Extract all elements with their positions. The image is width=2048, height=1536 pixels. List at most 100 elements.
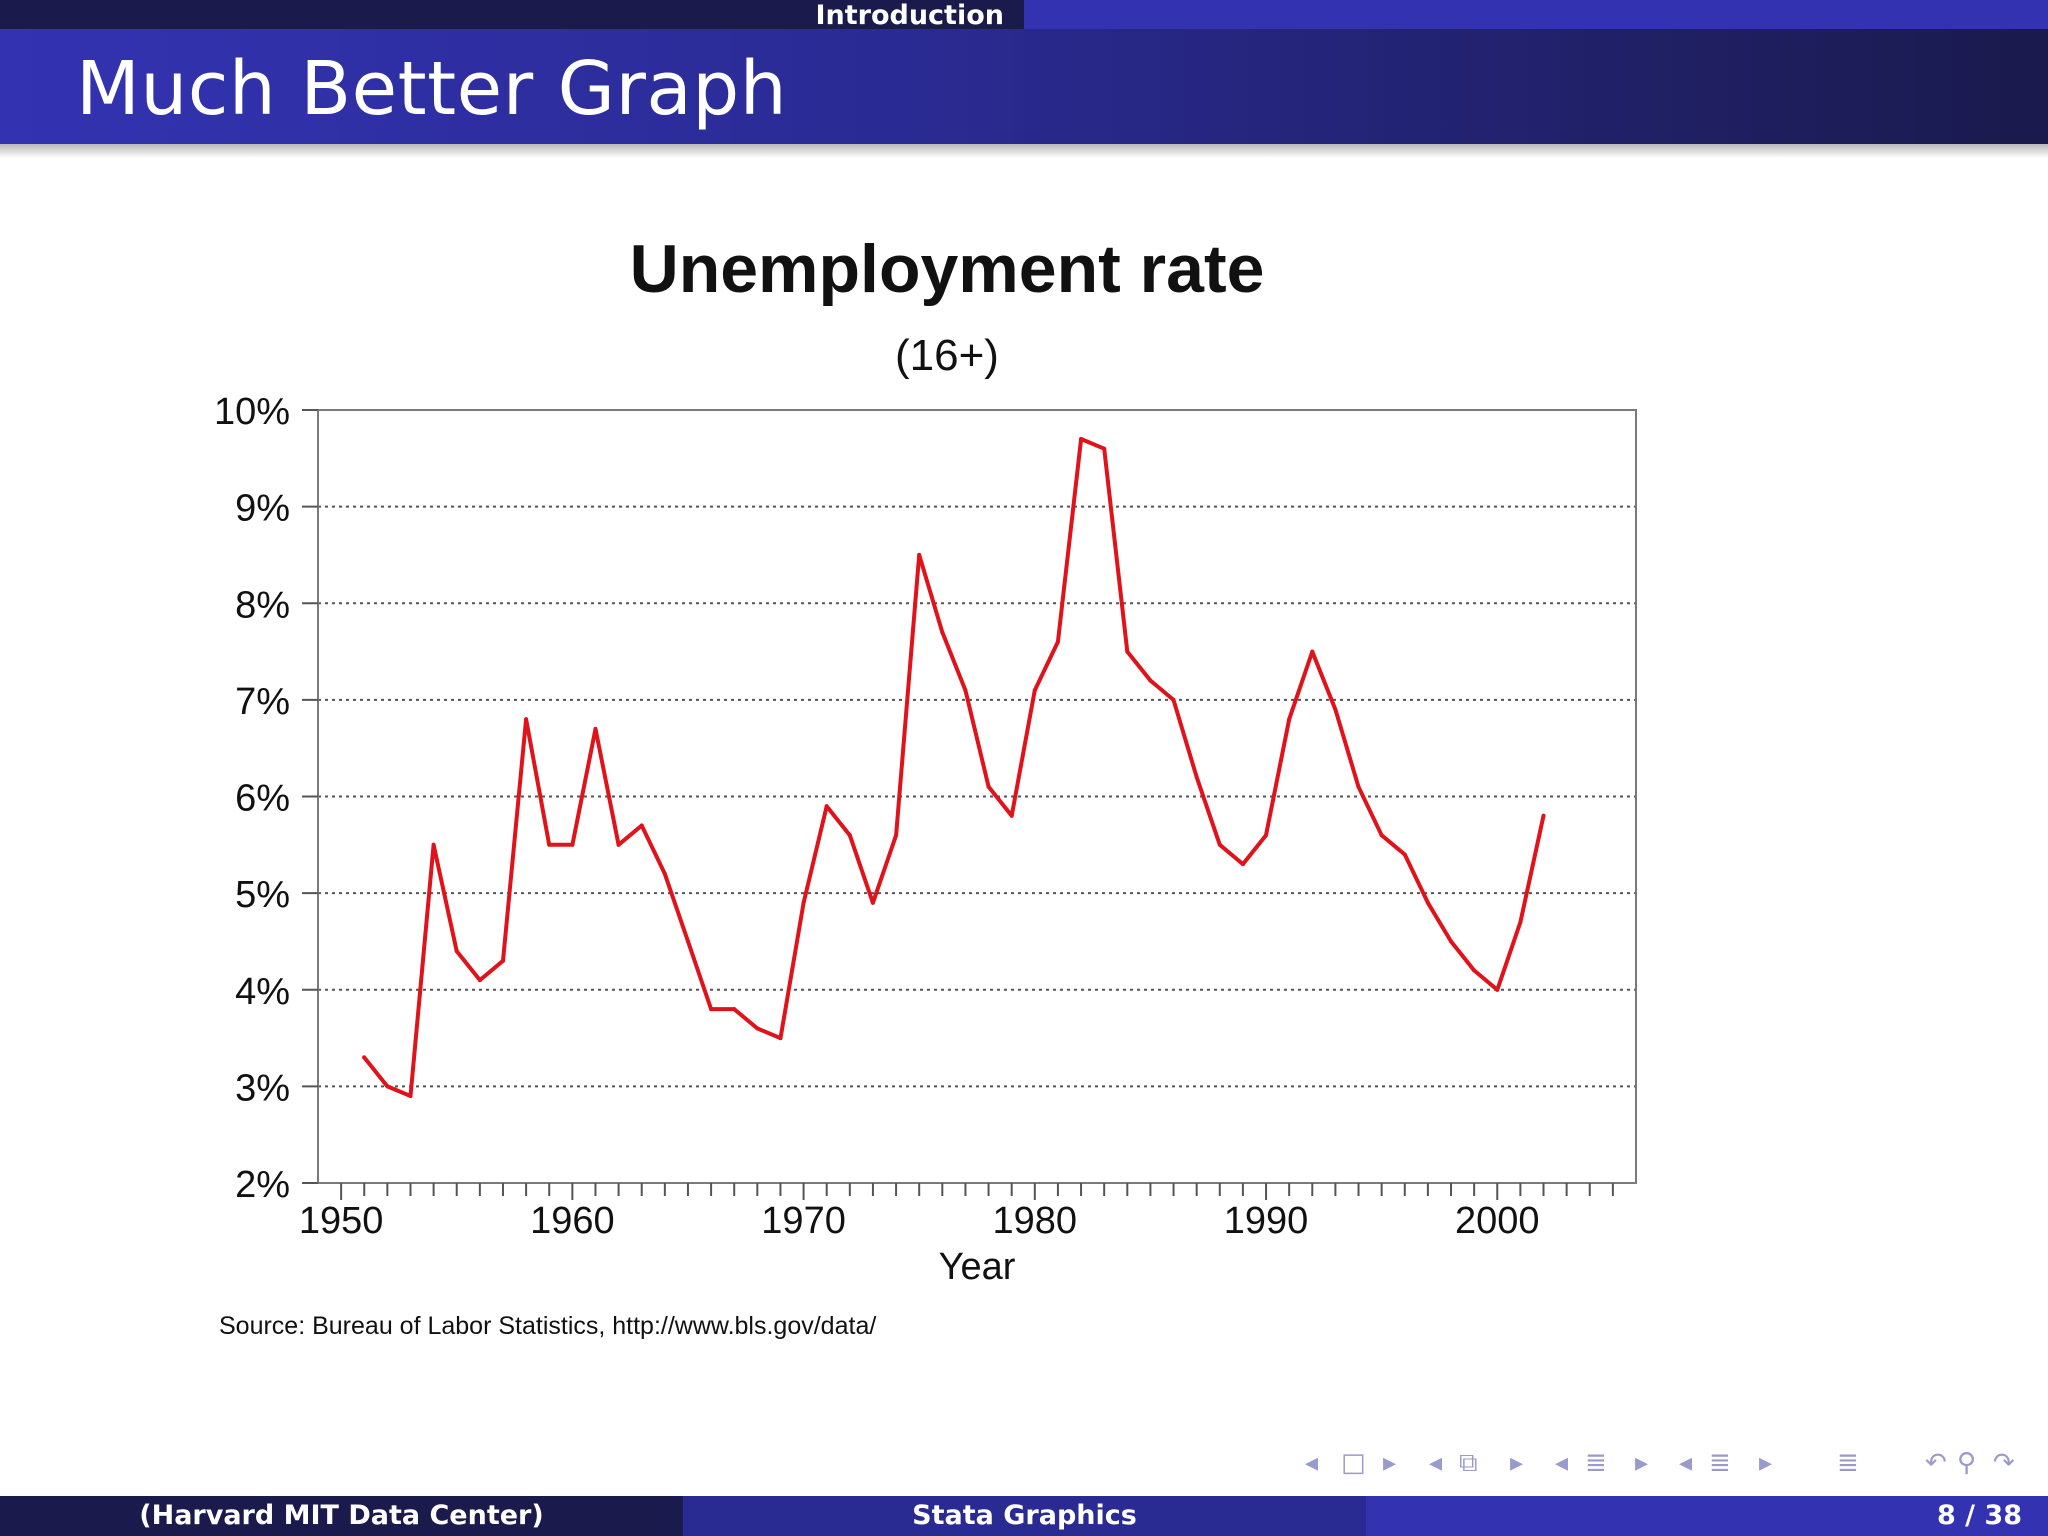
y-tick-label: 5% [235,874,290,916]
data-point [1171,697,1176,702]
chart-subtitle: (16+) [895,331,999,380]
source-note: Source: Bureau of Labor Statistics, http… [219,1312,876,1340]
footer-title-text: Stata Graphics [912,1500,1137,1531]
data-point [524,717,529,722]
data-point [1009,813,1014,818]
next-section-icon[interactable]: ▸ [1635,1448,1649,1478]
data-point [1055,639,1060,644]
y-axis: 2% 3% 4% 5% 6% 7% 8% 9% 10% [214,391,318,1206]
data-point [454,949,459,954]
x-axis-label: Year [939,1246,1016,1288]
data-point [570,842,575,847]
data-point [1310,649,1315,654]
data-point [1217,842,1222,847]
data-point [847,833,852,838]
page-number: 8 / 38 [1936,1500,2022,1531]
subsection-icon[interactable]: ⧉ [1459,1448,1478,1478]
frame-title: Much Better Graph [76,46,788,132]
footer-page: 8 / 38 [1366,1496,2048,1536]
data-point [431,842,436,847]
x-tick-label: 2000 [1455,1200,1540,1242]
data-points [362,437,1546,1098]
data-point [593,726,598,731]
y-tick-label: 7% [235,681,290,723]
y-tick-label: 8% [235,584,290,626]
y-tick-label: 3% [235,1067,290,1109]
gridlines [318,505,1636,1088]
data-point [1264,833,1268,838]
data-point [1148,678,1153,683]
data-point [732,1007,737,1012]
x-axis: 1950 1960 1970 1980 1990 2000 [299,1183,1614,1242]
footer-institute: (Harvard MIT Data Center) [0,1496,683,1536]
top-bar-left: Introduction [0,0,1024,31]
x-tick-label: 1960 [530,1200,615,1242]
series-line [362,437,1546,1098]
data-point [501,958,505,963]
search-icon[interactable]: ⚲ [1957,1448,1977,1478]
data-point [824,804,829,809]
data-point [894,833,899,838]
data-point [1472,968,1477,973]
prev-frame-icon[interactable]: ◂ [1305,1448,1319,1478]
data-point [917,552,922,557]
section-link[interactable]: Introduction [815,0,1004,31]
x-tick-label: 1950 [299,1200,384,1242]
data-point [1425,900,1430,905]
data-point [639,823,644,828]
x-tick-label: 1990 [1224,1200,1309,1242]
data-point [1240,862,1245,867]
y-tick-label: 9% [235,488,290,530]
data-point [778,1036,783,1041]
data-point [1379,833,1384,838]
prev-subsection-icon[interactable]: ◂ [1429,1448,1443,1478]
frame-title-bar: Much Better Graph [0,29,2048,144]
next-doc-icon[interactable]: ▸ [1759,1448,1773,1478]
data-point [477,978,482,983]
prev-section-icon[interactable]: ◂ [1555,1448,1569,1478]
data-point [385,1084,390,1089]
y-tick-label: 4% [235,971,290,1013]
top-navigation-bar: Introduction [0,0,2048,31]
title-shadow [0,144,2048,158]
data-point [986,784,991,789]
data-point [1032,688,1037,693]
section-icon[interactable]: ≣ [1585,1448,1607,1478]
data-point [1449,939,1453,944]
y-tick-label: 10% [214,391,290,433]
x-tick-label: 1970 [761,1200,846,1242]
data-point [709,1007,714,1012]
data-point [1541,813,1546,818]
data-point [616,842,621,847]
unemployment-chart: Unemployment rate (16+) 2% 3% 4% 5% 6% 7% 8% 9%… [214,231,1637,1340]
data-point [963,688,968,693]
data-point [870,900,875,905]
prev-doc-icon[interactable]: ◂ [1679,1448,1693,1478]
redo-icon[interactable]: ↷ [1993,1448,2015,1478]
data-point [1194,775,1199,780]
doc-icon[interactable]: ≣ [1709,1448,1731,1478]
y-tick-label: 2% [235,1164,290,1206]
data-point [408,1094,413,1098]
data-point [1287,717,1292,722]
next-frame-icon[interactable]: ▸ [1383,1448,1397,1478]
x-tick-label: 1980 [993,1200,1078,1242]
undo-icon[interactable]: ↶ [1925,1448,1947,1478]
data-point [1518,920,1523,925]
y-tick-label: 6% [235,778,290,820]
data-point [1079,437,1084,441]
top-bar-right [1024,0,2048,29]
data-point [1125,649,1130,654]
data-point [1356,784,1361,789]
outline-icon[interactable]: ≣ [1837,1448,1859,1478]
data-point [1333,707,1338,712]
data-point [1102,446,1107,451]
data-point [940,630,945,635]
next-subsection-icon[interactable]: ▸ [1510,1448,1524,1478]
footer-institute-text: (Harvard MIT Data Center) [139,1500,544,1531]
frame-icon[interactable]: □ [1341,1448,1366,1478]
chart-title: Unemployment rate [630,231,1265,307]
data-point [1495,987,1500,992]
footer-bar: (Harvard MIT Data Center) Stata Graphics… [0,1496,2048,1536]
data-point [662,871,667,876]
